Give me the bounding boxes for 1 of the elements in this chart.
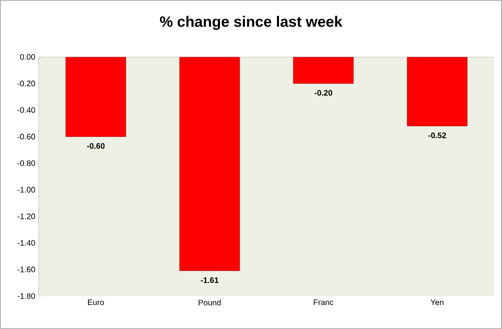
chart-title: % change since last week: [160, 16, 342, 30]
